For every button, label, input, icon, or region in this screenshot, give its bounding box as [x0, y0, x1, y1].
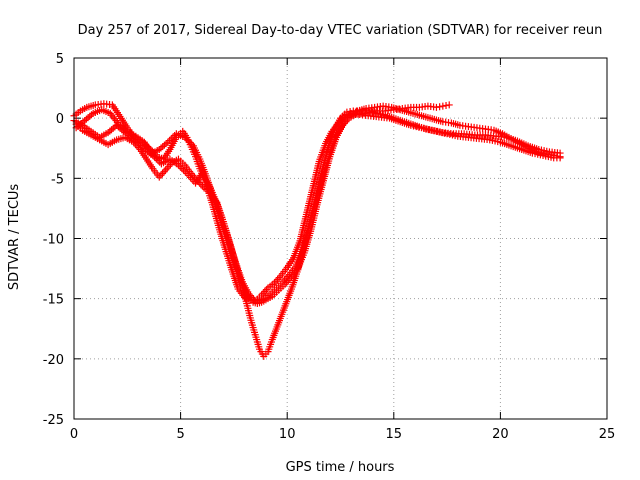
data-point	[152, 155, 160, 163]
data-point	[188, 140, 196, 148]
data-point	[181, 133, 189, 141]
data-point	[160, 168, 168, 176]
x-tick-label: 10	[279, 427, 296, 442]
chart-title: Day 257 of 2017, Sidereal Day-to-day VTE…	[78, 23, 603, 38]
data-point	[171, 131, 179, 139]
data-point	[184, 137, 192, 145]
y-tick-label: -15	[43, 293, 64, 308]
y-tick-label: 5	[56, 52, 64, 67]
axis-ticks	[73, 57, 608, 420]
data-points	[70, 100, 564, 360]
y-axis-label: SDTVAR / TECUs	[7, 184, 22, 291]
data-point	[163, 164, 171, 172]
data-point	[174, 161, 182, 169]
data-point	[186, 138, 194, 146]
data-point	[169, 133, 177, 141]
data-point	[165, 162, 173, 170]
plot-frame	[73, 57, 608, 420]
data-point	[154, 157, 162, 165]
x-tick-label: 5	[176, 427, 184, 442]
data-point	[553, 152, 561, 160]
x-axis-label: GPS time / hours	[286, 460, 395, 475]
data-point	[164, 138, 172, 146]
data-point	[442, 102, 450, 110]
data-point	[445, 101, 453, 109]
data-point	[439, 102, 447, 110]
x-tick-label: 25	[599, 427, 616, 442]
x-tick-label: 20	[492, 427, 509, 442]
data-point	[166, 137, 174, 145]
data-point	[436, 103, 444, 111]
y-tick-label: -25	[43, 413, 64, 428]
x-tick-label: 0	[70, 427, 78, 442]
data-point	[167, 135, 175, 143]
grid-lines	[74, 58, 607, 419]
x-tick-label: 15	[386, 427, 403, 442]
data-point	[183, 135, 191, 143]
data-point	[158, 170, 166, 178]
data-point	[87, 111, 95, 119]
y-tick-label: -10	[43, 233, 64, 248]
data-point	[550, 151, 558, 159]
y-tick-label: -20	[43, 353, 64, 368]
data-point	[162, 166, 170, 174]
y-tick-label: 0	[56, 112, 64, 127]
data-point	[162, 140, 170, 148]
y-tick-label: -5	[51, 172, 64, 187]
data-point	[178, 164, 186, 172]
data-point	[432, 103, 440, 111]
tick-labels: 0 5 10 15 20 25 -25 -20 -15 -10 -5 0 5	[43, 52, 616, 442]
data-point	[556, 153, 564, 161]
